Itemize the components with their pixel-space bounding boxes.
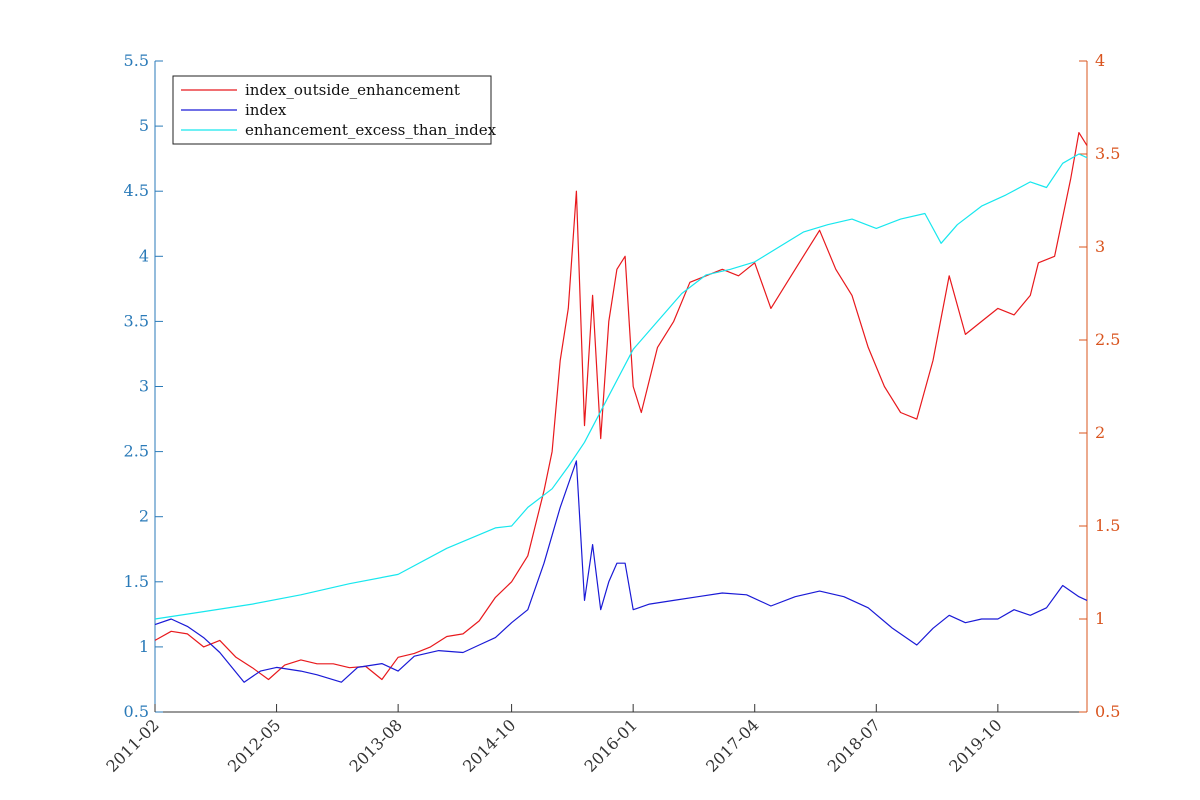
left-tick-label: 5 — [139, 116, 149, 135]
legend-label: index_outside_enhancement — [245, 81, 460, 99]
series-line-0 — [154, 132, 1088, 681]
legend-label: index — [245, 101, 287, 119]
left-tick-label: 0.5 — [124, 702, 149, 721]
left-tick-label: 5.5 — [124, 51, 149, 70]
right-tick-label: 1 — [1095, 609, 1105, 628]
right-tick-label: 3.5 — [1095, 144, 1120, 163]
right-tick-label: 4 — [1095, 51, 1105, 70]
right-tick-label: 3 — [1095, 237, 1105, 256]
left-tick-label: 1 — [139, 637, 149, 656]
legend-box — [172, 75, 492, 145]
left-tick-label: 2.5 — [124, 442, 149, 461]
left-tick-label: 4 — [139, 246, 149, 265]
left-tick-label: 3 — [139, 377, 149, 396]
series-line-2 — [154, 153, 1088, 620]
right-tick-label: 1.5 — [1095, 516, 1120, 535]
series-lines — [154, 132, 1088, 683]
legend-label: enhancement_excess_than_index — [245, 121, 497, 139]
left-tick-label: 4.5 — [124, 181, 149, 200]
left-tick-label: 2 — [139, 507, 149, 526]
right-tick-label: 2.5 — [1095, 330, 1120, 349]
series-line-1 — [154, 460, 1088, 683]
left-tick-label: 3.5 — [124, 311, 149, 330]
right-tick-label: 2 — [1095, 423, 1105, 442]
left-tick-label: 1.5 — [124, 572, 149, 591]
right-tick-label: 0.5 — [1095, 702, 1120, 721]
